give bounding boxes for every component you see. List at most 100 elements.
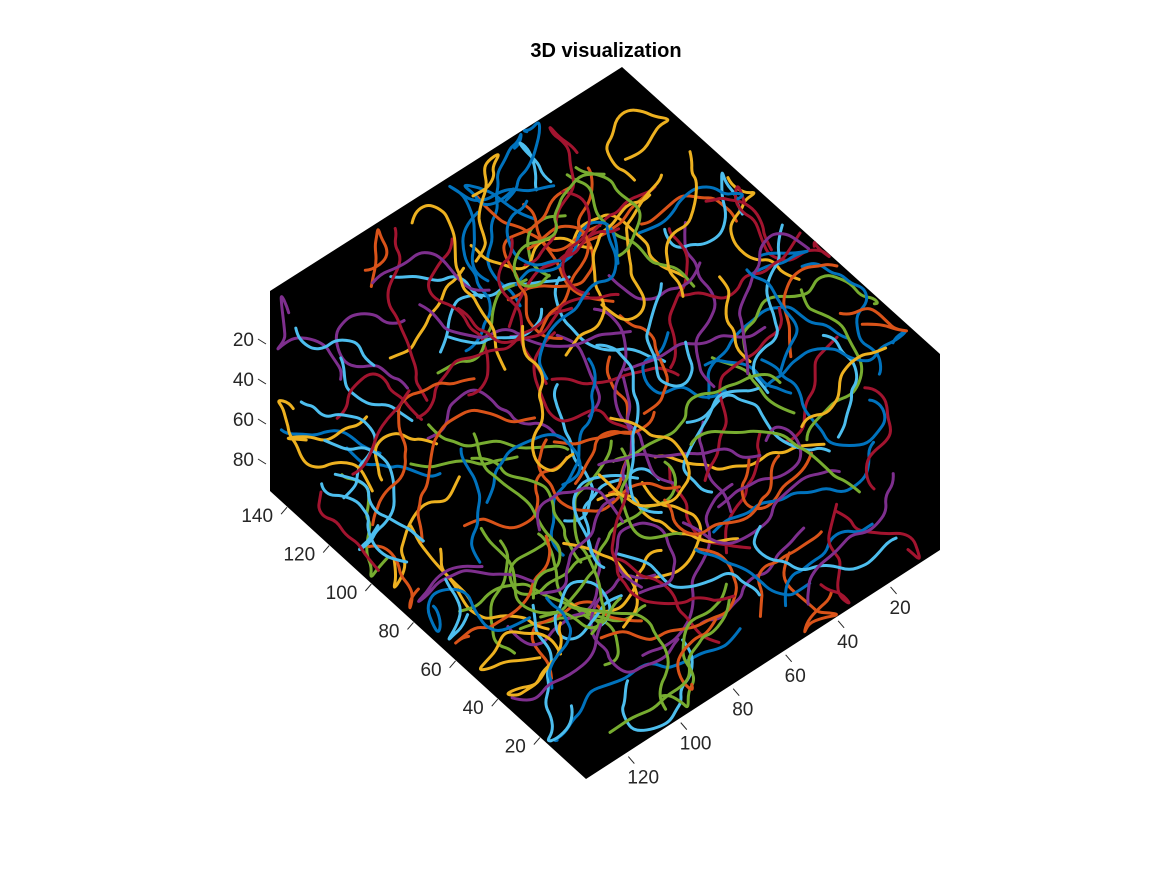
track-line xyxy=(552,410,656,446)
track-line xyxy=(742,274,879,353)
track-line xyxy=(599,547,738,641)
track-line xyxy=(863,386,892,491)
track-line xyxy=(660,582,728,709)
z-tick-label: 80 xyxy=(233,450,254,471)
y-tick xyxy=(680,722,688,730)
track-line xyxy=(806,472,895,606)
x-tick-label: 100 xyxy=(326,583,358,604)
track-line xyxy=(409,524,473,605)
z-tick xyxy=(257,338,267,345)
track-line xyxy=(663,454,781,536)
track-line xyxy=(504,121,542,202)
x-tick-label: 80 xyxy=(378,621,399,642)
plot-box xyxy=(270,67,940,779)
track-line xyxy=(717,425,803,509)
track-line xyxy=(371,251,491,292)
track-line xyxy=(323,439,396,552)
track-line xyxy=(363,228,389,288)
track-lines xyxy=(276,108,921,743)
z-tick-label: 60 xyxy=(233,410,254,431)
z-tick xyxy=(257,458,267,465)
track-line xyxy=(555,333,601,418)
track-line xyxy=(538,226,618,381)
track-line xyxy=(417,564,538,603)
x-tick-label: 140 xyxy=(241,506,273,527)
x-tick xyxy=(491,698,499,707)
track-line xyxy=(294,326,376,367)
track-line xyxy=(521,324,575,472)
track-line xyxy=(418,303,526,339)
track-line xyxy=(472,432,562,600)
track-line xyxy=(388,266,465,360)
x-tick-label: 40 xyxy=(463,698,484,719)
track-line xyxy=(618,314,669,415)
track-line xyxy=(552,383,595,523)
track-line xyxy=(276,295,343,381)
track-line xyxy=(416,408,537,543)
track-line xyxy=(454,534,552,645)
y-tick xyxy=(732,688,740,697)
track-line xyxy=(386,226,429,402)
track-line xyxy=(663,171,744,249)
track-line xyxy=(589,573,680,674)
y-tick-label: 60 xyxy=(785,666,806,687)
track-line xyxy=(733,185,831,262)
track-line xyxy=(574,606,670,711)
track-line xyxy=(619,447,683,540)
track-line xyxy=(726,176,801,281)
track-line xyxy=(699,526,806,625)
track-line xyxy=(333,472,425,543)
track-line xyxy=(335,372,423,421)
z-tick xyxy=(257,418,267,425)
track-line xyxy=(371,377,476,527)
track-line xyxy=(572,473,640,569)
x-tick xyxy=(407,622,414,630)
track-line xyxy=(502,185,573,341)
track-line xyxy=(535,486,625,532)
track-line xyxy=(531,603,574,743)
track-line xyxy=(745,268,799,375)
y-tick-label: 80 xyxy=(732,700,753,721)
track-line xyxy=(373,432,439,482)
x-tick xyxy=(533,737,541,745)
x-tick-label: 20 xyxy=(505,737,526,758)
track-line xyxy=(392,475,461,589)
track-line xyxy=(800,262,883,376)
track-line xyxy=(694,548,812,597)
track-line xyxy=(427,423,570,451)
track-line xyxy=(550,366,680,386)
x-tick-label: 120 xyxy=(283,545,315,566)
track-line xyxy=(593,307,675,485)
track-line xyxy=(611,372,782,463)
x-tick xyxy=(280,506,288,515)
track-line xyxy=(463,183,538,221)
track-line xyxy=(532,331,631,431)
track-line xyxy=(821,333,859,439)
track-line xyxy=(389,275,483,299)
track-line xyxy=(800,346,888,429)
track-line xyxy=(286,415,369,442)
track-line xyxy=(537,438,681,513)
track-line xyxy=(317,490,380,572)
track-line xyxy=(539,460,678,619)
track-line xyxy=(760,358,887,448)
track-line xyxy=(426,587,532,633)
track-line xyxy=(448,184,556,283)
track-line xyxy=(740,451,813,511)
track-line xyxy=(574,430,636,485)
track-line xyxy=(526,224,590,334)
track-line xyxy=(523,126,579,267)
track-line xyxy=(461,210,492,353)
track-line xyxy=(689,429,861,494)
y-tick-label: 40 xyxy=(837,632,858,653)
track-line xyxy=(478,630,562,672)
track-line xyxy=(351,389,411,476)
track-line xyxy=(518,141,553,192)
track-line xyxy=(545,596,573,690)
track-line xyxy=(785,335,839,443)
track-line xyxy=(623,325,767,372)
y-tick xyxy=(890,586,897,595)
track-line xyxy=(607,261,702,301)
y-tick-label: 20 xyxy=(890,598,911,619)
